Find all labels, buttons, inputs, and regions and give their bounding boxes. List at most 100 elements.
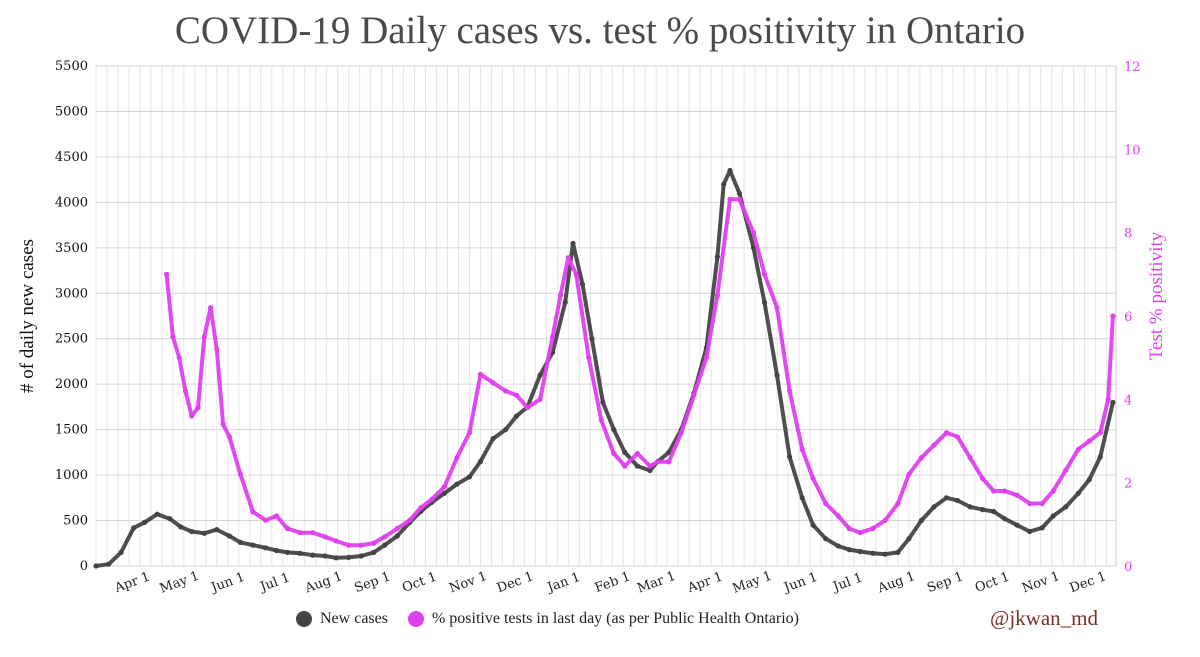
point-positivity <box>182 388 188 394</box>
y-tick-label: 5000 <box>55 104 88 119</box>
point-positivity <box>322 534 328 540</box>
point-positivity <box>823 500 829 507</box>
point-new-cases <box>1086 477 1092 483</box>
x-tick-label: Apr 1 <box>685 569 725 596</box>
point-positivity <box>490 380 496 386</box>
point-new-cases <box>93 563 99 569</box>
point-positivity <box>441 484 447 490</box>
chart-title: COVID-19 Daily cases vs. test % positivi… <box>174 9 1026 52</box>
point-new-cases <box>750 245 757 251</box>
x-tick-label: Feb 1 <box>593 569 633 596</box>
point-positivity <box>1075 446 1081 452</box>
point-new-cases <box>514 413 520 419</box>
point-positivity <box>418 505 424 511</box>
point-positivity <box>310 530 316 536</box>
y2-tick-label: 6 <box>1124 310 1132 325</box>
point-new-cases <box>189 528 195 535</box>
point-new-cases <box>394 533 400 539</box>
point-positivity <box>250 509 256 515</box>
point-new-cases <box>358 553 364 559</box>
point-positivity <box>714 292 721 298</box>
point-new-cases <box>882 551 888 557</box>
legend-cases-marker <box>296 611 312 627</box>
point-positivity <box>273 513 280 519</box>
point-new-cases <box>774 372 780 378</box>
x-tick-label: Jul 1 <box>257 571 292 596</box>
point-new-cases <box>262 545 269 551</box>
y-tick-label: 2500 <box>55 332 88 347</box>
x-tick-label: Dec 1 <box>495 569 536 596</box>
point-new-cases <box>727 167 733 174</box>
x-tick-label: Jun 1 <box>780 570 819 597</box>
point-positivity <box>598 417 604 423</box>
point-positivity <box>208 305 214 311</box>
point-new-cases <box>490 436 496 442</box>
point-positivity <box>466 430 473 436</box>
horizontal-gridlines <box>96 65 1116 567</box>
point-new-cases <box>454 481 460 487</box>
point-positivity <box>611 450 617 457</box>
x-tick-label: Jun 1 <box>208 570 247 597</box>
point-positivity <box>237 471 243 477</box>
y-tick-label: 5500 <box>55 59 88 74</box>
point-new-cases <box>589 336 595 342</box>
point-positivity <box>691 392 697 398</box>
point-positivity <box>220 421 226 427</box>
point-new-cases <box>371 549 377 556</box>
point-new-cases <box>579 281 586 287</box>
point-positivity <box>943 430 950 436</box>
point-positivity <box>774 305 780 311</box>
x-tick-label: May 1 <box>731 569 774 597</box>
point-new-cases <box>1063 504 1069 510</box>
point-positivity <box>550 334 556 340</box>
point-positivity <box>565 255 571 261</box>
point-positivity <box>226 434 232 440</box>
point-new-cases <box>870 550 876 556</box>
point-new-cases <box>118 549 124 556</box>
author-credit: @jkwan_md <box>990 606 1098 630</box>
point-positivity <box>524 405 531 411</box>
legend: New cases % positive tests in last day (… <box>296 610 819 628</box>
point-new-cases <box>201 530 207 536</box>
point-new-cases <box>131 525 137 531</box>
point-new-cases <box>761 299 768 305</box>
point-new-cases <box>666 449 672 455</box>
point-positivity <box>799 446 805 452</box>
point-new-cases <box>250 542 256 548</box>
point-new-cases <box>721 181 727 187</box>
point-new-cases <box>537 372 543 378</box>
point-positivity <box>164 271 170 277</box>
point-positivity <box>622 463 628 469</box>
point-new-cases <box>799 495 805 501</box>
point-positivity <box>557 292 564 298</box>
point-positivity <box>967 455 973 461</box>
point-positivity <box>857 530 863 536</box>
point-new-cases <box>1097 454 1103 460</box>
point-positivity <box>1027 500 1033 507</box>
point-new-cases <box>154 511 160 517</box>
point-new-cases <box>931 504 937 510</box>
point-new-cases <box>611 427 617 433</box>
point-new-cases <box>906 536 912 542</box>
point-new-cases <box>787 454 793 460</box>
point-positivity <box>678 430 684 436</box>
point-new-cases <box>810 522 816 528</box>
point-new-cases <box>441 490 447 496</box>
point-positivity <box>1050 488 1056 494</box>
legend-positivity-label: % positive tests in last day (as per Pub… <box>431 610 799 627</box>
y2-tick-label: 4 <box>1124 393 1132 408</box>
y-tick-label: 500 <box>63 514 88 529</box>
x-tick-label: Jan 1 <box>544 570 583 596</box>
point-positivity <box>394 525 400 532</box>
point-positivity <box>1039 500 1045 507</box>
y2-tick-label: 12 <box>1124 60 1141 75</box>
point-new-cases <box>310 552 316 558</box>
point-positivity <box>727 196 733 202</box>
y-tick-label: 4500 <box>55 150 88 165</box>
point-positivity <box>750 230 757 236</box>
x-tick-label: Dec 1 <box>1068 569 1109 596</box>
point-new-cases <box>562 299 568 305</box>
point-positivity <box>906 471 912 477</box>
legend-item-positivity: % positive tests in last day (as per Pub… <box>407 610 799 628</box>
y-axis-title: # of daily new cases <box>17 239 38 393</box>
